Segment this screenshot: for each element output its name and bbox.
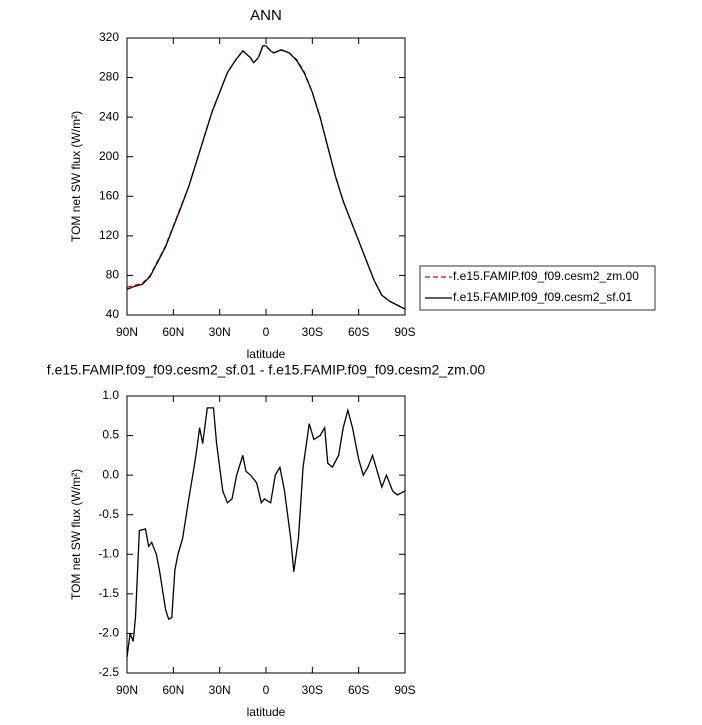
y-tick-label: -2.5 (98, 665, 119, 679)
plot-frame (126, 37, 406, 316)
legend-label: f.e15.FAMIP.f09_f09.cesm2_zm.00 (453, 269, 639, 283)
x-axis-label: latitude (247, 705, 286, 719)
y-tick-label: -1.5 (98, 586, 119, 600)
data-line (126, 45, 406, 310)
x-tick-label: 90S (394, 683, 415, 697)
x-tick-label: 30N (209, 683, 231, 697)
y-tick-label: 240 (99, 109, 119, 123)
y-tick-label: 120 (99, 228, 119, 242)
y-tick-label: 40 (106, 307, 120, 321)
y-axis-label: TOM net SW flux (W/m²) (69, 469, 83, 600)
x-tick-label: 0 (263, 325, 270, 339)
data-line (126, 407, 406, 658)
x-tick-label: 90N (116, 325, 138, 339)
chart-title: ANN (250, 7, 282, 24)
x-tick-label: 60N (162, 325, 184, 339)
x-tick-label: 60S (348, 325, 369, 339)
x-tick-label: 60S (348, 683, 369, 697)
chart-title: f.e15.FAMIP.f09_f09.cesm2_sf.01 - f.e15.… (47, 362, 486, 378)
x-tick-label: 90N (116, 683, 138, 697)
x-tick-label: 90S (394, 325, 415, 339)
x-tick-label: 60N (162, 683, 184, 697)
y-tick-label: -1.0 (98, 546, 119, 560)
data-line (126, 45, 406, 310)
y-tick-label: 200 (99, 149, 119, 163)
y-tick-label: 80 (106, 268, 120, 282)
y-tick-label: 1.0 (102, 388, 119, 402)
x-tick-label: 30N (209, 325, 231, 339)
y-tick-label: 160 (99, 188, 119, 202)
x-tick-label: 0 (263, 683, 270, 697)
x-axis-label: latitude (247, 347, 286, 361)
legend-box (419, 265, 656, 311)
x-tick-label: 30S (302, 683, 323, 697)
y-tick-label: 0.0 (102, 467, 119, 481)
y-axis-label: TOM net SW flux (W/m²) (69, 111, 83, 242)
legend-label: f.e15.FAMIP.f09_f09.cesm2_sf.01 (453, 290, 633, 304)
y-tick-label: -2.0 (98, 626, 119, 640)
y-tick-label: 0.5 (102, 428, 119, 442)
y-tick-label: 280 (99, 70, 119, 84)
y-tick-label: -0.5 (98, 507, 119, 521)
plot-frame (126, 395, 406, 674)
x-tick-label: 30S (302, 325, 323, 339)
y-tick-label: 320 (99, 30, 119, 44)
